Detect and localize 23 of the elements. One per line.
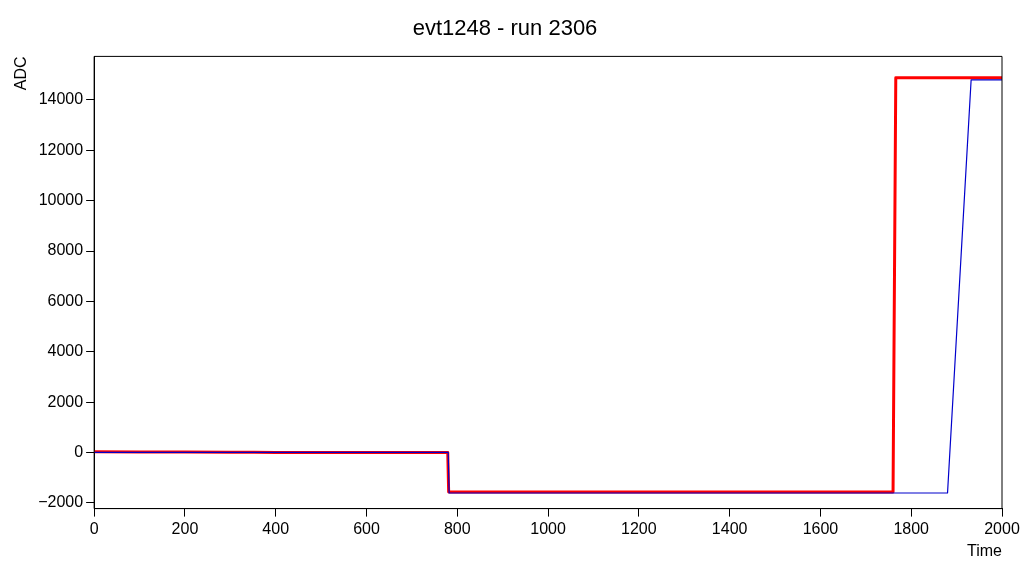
y-tick-label: 2000: [47, 392, 84, 410]
x-tick-label: 1000: [530, 519, 566, 537]
y-tick-label: −2000: [38, 493, 84, 511]
y-tick-label: 8000: [47, 241, 84, 259]
x-tick-label: 800: [443, 519, 471, 537]
x-tick-label: 1400: [711, 519, 748, 537]
x-tick-label: 400: [262, 519, 290, 537]
x-tick-label: 600: [353, 519, 380, 537]
y-tick-label: 6000: [47, 291, 84, 309]
x-tick-label: 1200: [621, 519, 657, 537]
y-tick-label: 4000: [47, 342, 84, 360]
y-tick-label: 10000: [38, 191, 84, 209]
x-axis-title: Time: [967, 541, 1003, 559]
x-tick-label: 2000: [984, 519, 1020, 537]
x-tick-label: 0: [89, 519, 99, 537]
y-axis-title: ADC: [12, 56, 30, 91]
y-tick-label: 14000: [38, 90, 84, 108]
y-tick-label: 12000: [38, 140, 84, 158]
y-tick-label: 0: [74, 442, 84, 460]
chart-title: evt1248 - run 2306: [412, 15, 598, 41]
x-tick-label: 200: [171, 519, 199, 537]
x-tick-label: 1800: [893, 519, 930, 537]
x-tick-label: 1600: [802, 519, 839, 537]
